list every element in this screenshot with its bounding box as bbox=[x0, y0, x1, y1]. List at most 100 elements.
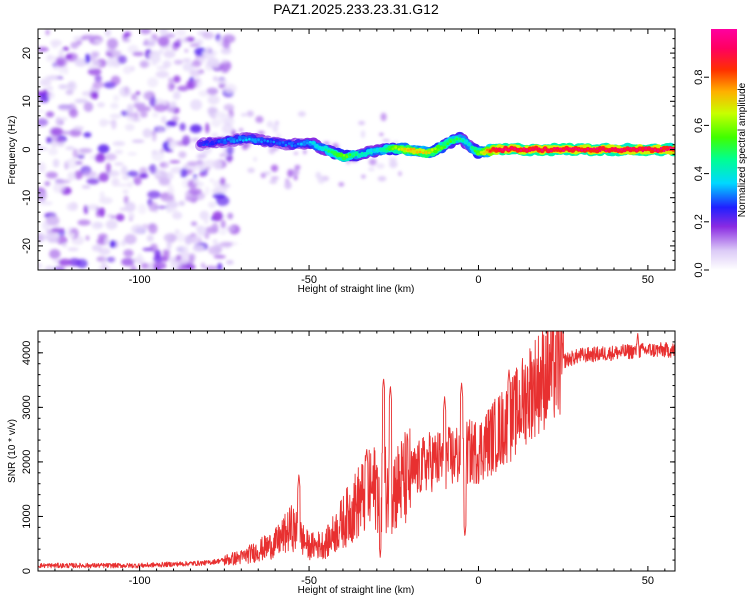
spectrogram-noise-blob bbox=[182, 135, 191, 146]
spectrogram-ridge-cell bbox=[592, 147, 596, 150]
spectrogram-ridge-cell bbox=[364, 152, 367, 155]
spectrogram-noise-blob bbox=[361, 174, 366, 179]
spectrogram-noise-blob bbox=[38, 118, 49, 127]
spectrogram-noise-blob bbox=[263, 171, 272, 176]
spectrogram-noise-blob bbox=[189, 79, 200, 83]
spectrogram-ridge-cell bbox=[571, 147, 574, 150]
spectrogram-noise-blob bbox=[158, 49, 164, 55]
spectrogram-noise-blob bbox=[212, 211, 223, 222]
spectrogram-ridge-cell bbox=[257, 138, 260, 142]
spectrogram-noise-blob bbox=[164, 33, 176, 38]
spectrogram-noise-blob bbox=[219, 177, 226, 186]
spectrogram-ridge-cell bbox=[574, 147, 577, 151]
spectrogram-noise-blob bbox=[38, 46, 49, 52]
spectrogram-noise-blob bbox=[192, 244, 205, 252]
spectrogram-noise-blob bbox=[158, 177, 171, 186]
spectrogram-noise-blob bbox=[153, 255, 164, 263]
spectrogram-ridge-cell bbox=[336, 153, 340, 157]
y-tick-label: 2000 bbox=[21, 450, 33, 474]
spectrogram-noise-blob bbox=[124, 123, 135, 131]
y-tick-label: 0 bbox=[21, 568, 33, 574]
spectrogram-noise-blob bbox=[212, 193, 226, 199]
spectrogram-noise-blob bbox=[176, 266, 188, 270]
spectrogram-noise-blob bbox=[360, 130, 366, 139]
spectrogram-ridge-cell bbox=[394, 146, 398, 149]
spectrogram-noise-blob bbox=[50, 127, 64, 136]
spectrogram-noise-blob bbox=[65, 146, 75, 151]
spectrogram-ridge-cell bbox=[223, 138, 227, 142]
spectrogram-noise-blob bbox=[128, 213, 135, 219]
x-tick-label: -100 bbox=[129, 575, 151, 587]
spectrogram-noise-blob bbox=[220, 47, 232, 55]
spectrogram-noise-blob bbox=[56, 235, 68, 245]
spectrogram-noise-blob bbox=[168, 77, 174, 82]
spectrogram-noise-blob bbox=[157, 35, 170, 47]
x-tick-label: 50 bbox=[642, 575, 654, 587]
spectrogram-noise-blob bbox=[188, 187, 202, 195]
spectrogram-noise-blob bbox=[162, 141, 171, 151]
spectrogram-ridge-cell bbox=[543, 147, 547, 150]
spectrogram-noise-blob bbox=[130, 117, 141, 122]
spectrogram-ridge-cell bbox=[432, 148, 438, 154]
spectrogram-noise-blob bbox=[123, 195, 129, 205]
spectrogram-ridge-cell bbox=[403, 147, 407, 151]
spectrogram-noise-blob bbox=[272, 124, 279, 133]
spectrogram-noise-blob bbox=[124, 201, 136, 213]
spectrogram-ridge-cell bbox=[519, 149, 523, 152]
spectrogram-noise-blob bbox=[382, 139, 390, 142]
spectrogram-noise-blob bbox=[112, 141, 126, 146]
spectrogram-noise-blob bbox=[66, 202, 77, 211]
spectrogram-noise-blob bbox=[60, 131, 72, 135]
spectrogram-ridge-cell bbox=[614, 147, 617, 150]
spectrogram-ridge-cell bbox=[534, 148, 538, 151]
spectrogram-noise-blob bbox=[257, 131, 265, 135]
spectrogram-ridge-cell bbox=[662, 149, 666, 153]
spectrogram-ridge-cell bbox=[205, 143, 208, 146]
spectrogram-ridge-cell bbox=[290, 144, 294, 148]
spectrogram-noise-blob bbox=[175, 254, 182, 261]
spectrogram-noise-blob bbox=[45, 111, 55, 118]
spectrogram-noise-blob bbox=[105, 162, 111, 174]
spectrogram-ridge-cell bbox=[556, 146, 559, 150]
spectrogram-noise-blob bbox=[98, 172, 110, 182]
spectrogram-ridge-cell bbox=[583, 148, 587, 152]
spectrogram-ridge-cell bbox=[486, 148, 489, 152]
spectrogram-noise-blob bbox=[323, 141, 330, 145]
spectrogram-noise-blob bbox=[133, 176, 142, 186]
spectrogram-noise-blob bbox=[173, 75, 181, 83]
spectrogram-noise-blob bbox=[123, 249, 134, 257]
spectrogram-noise-blob bbox=[182, 62, 194, 72]
spectrogram-noise-blob bbox=[116, 183, 130, 187]
spectrogram-noise-blob bbox=[67, 247, 79, 251]
spectrogram-noise-blob bbox=[127, 45, 139, 54]
spectrogram-noise-blob bbox=[158, 104, 166, 109]
spectrogram-ridge-cell bbox=[333, 152, 337, 156]
spectrogram-noise-blob bbox=[287, 169, 294, 178]
spectrogram-noise-blob bbox=[220, 219, 226, 229]
spectrogram-noise-blob bbox=[297, 111, 306, 117]
spectrogram-noise-blob bbox=[177, 85, 189, 92]
spectrogram-noise-blob bbox=[47, 75, 60, 81]
spectrogram-ridge-cell bbox=[199, 142, 202, 146]
spectrogram-ridge-cell bbox=[296, 142, 300, 146]
spectrogram-ridge-cell bbox=[437, 148, 440, 152]
spectrogram-noise-blob bbox=[126, 111, 132, 122]
spectrogram-noise-blob bbox=[106, 256, 116, 263]
spectrogram-noise-blob bbox=[55, 56, 68, 68]
spectrogram-noise-blob bbox=[114, 162, 124, 166]
spectrogram-ridge-cell bbox=[272, 140, 276, 144]
spectrogram-noise-blob bbox=[130, 265, 137, 270]
spectrogram-noise-blob bbox=[368, 167, 375, 171]
spectrogram-noise-blob bbox=[75, 161, 83, 165]
spectrogram-noise-blob bbox=[191, 60, 202, 68]
spectrogram-ridge-cell bbox=[540, 148, 544, 152]
spectrogram-noise-blob bbox=[206, 57, 220, 69]
spectrogram-noise-blob bbox=[221, 123, 234, 135]
spectrogram-noise-blob bbox=[58, 258, 72, 267]
spectrogram-noise-blob bbox=[139, 167, 148, 176]
spectrogram-noise-blob bbox=[99, 207, 105, 218]
spectrogram-noise-blob bbox=[165, 120, 178, 127]
spectrogram-heatmap bbox=[38, 29, 675, 270]
spectrogram-noise-blob bbox=[131, 224, 146, 235]
spectrogram-noise-blob bbox=[92, 81, 105, 89]
